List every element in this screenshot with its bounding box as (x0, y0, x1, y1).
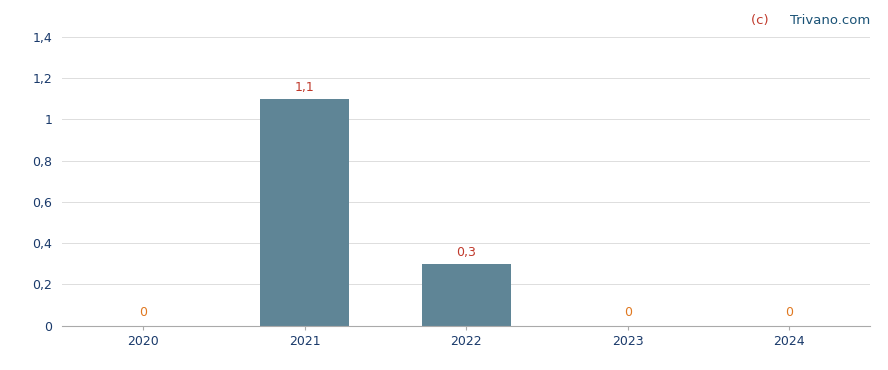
Text: 0: 0 (623, 306, 631, 319)
Bar (260, 99, 349, 326)
Text: 1,1: 1,1 (295, 81, 314, 94)
Text: 0,3: 0,3 (456, 246, 476, 259)
Bar (422, 264, 511, 326)
Text: (c): (c) (751, 14, 773, 27)
Text: 0: 0 (785, 306, 793, 319)
Text: 0: 0 (139, 306, 147, 319)
Text: Trivano.com: Trivano.com (790, 14, 870, 27)
